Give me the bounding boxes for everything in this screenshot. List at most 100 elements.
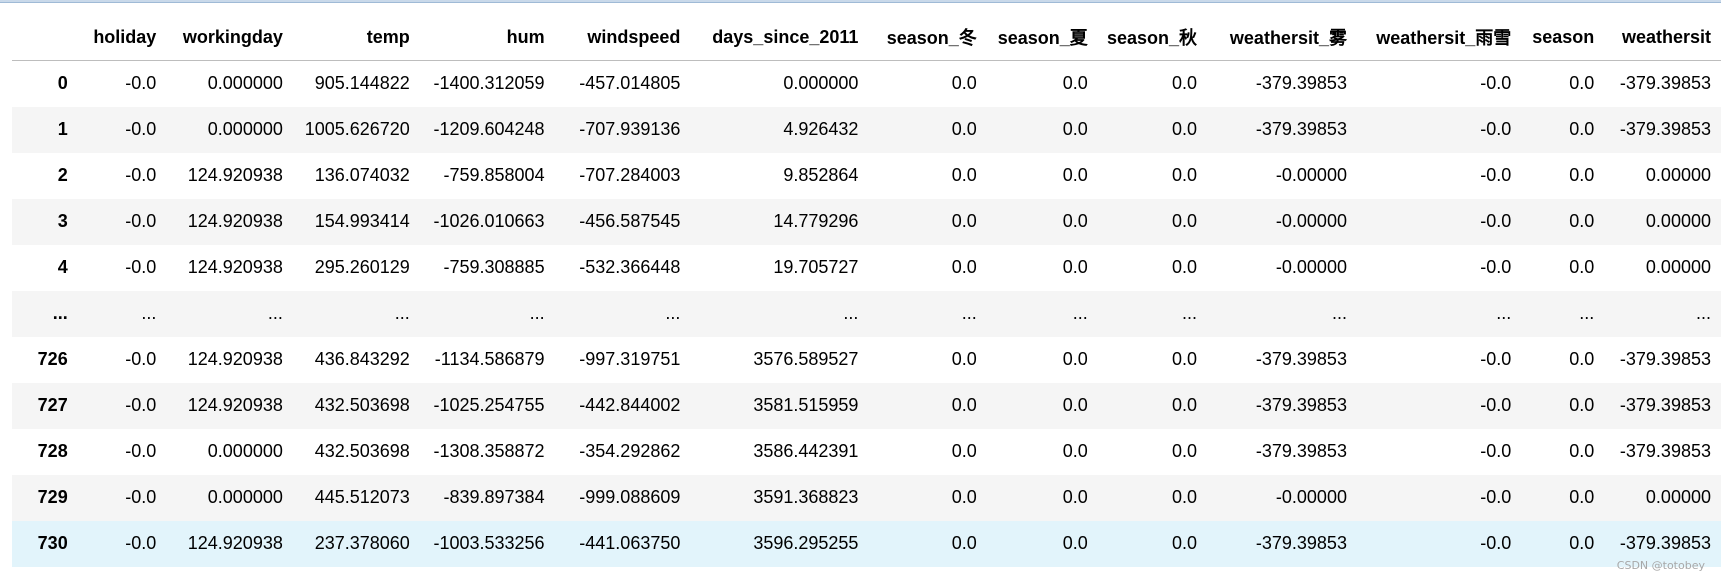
output-cell-top-border xyxy=(0,0,1721,3)
column-header: holiday xyxy=(77,14,167,61)
table-cell: -839.897384 xyxy=(443,487,545,507)
table-cell: 0.0 xyxy=(951,211,977,231)
header-row: holiday workingday temp hum windspeed days_si… xyxy=(12,14,1721,61)
watermark: CSDN @totobey xyxy=(1616,559,1705,572)
table-cell: 0.0 xyxy=(1569,533,1595,553)
row-index: 729 xyxy=(37,487,68,507)
table-cell: 905.144822 xyxy=(314,73,410,94)
table-cell: 14.779296 xyxy=(773,211,859,231)
table-cell: -0.0 xyxy=(125,349,157,369)
column-header: temp xyxy=(292,14,420,61)
table-cell: 0.0 xyxy=(1062,487,1088,507)
table-cell: 0.0 xyxy=(1171,395,1197,415)
column-header: windspeed xyxy=(554,14,691,61)
table-cell: 9.852864 xyxy=(783,165,859,185)
table-row[interactable]: 728 -0.0 0.000000 432.503698 -1308.358872 -35… xyxy=(12,429,1721,475)
table-cell: ... xyxy=(529,303,545,323)
table-cell: -0.0 xyxy=(125,395,157,415)
table-row[interactable]: 726 -0.0 124.920938 436.843292 -1134.586879 -… xyxy=(12,337,1721,383)
row-index: 3 xyxy=(57,211,68,231)
table-row[interactable]: 4 -0.0 124.920938 295.260129 -759.308885 -532… xyxy=(12,245,1721,291)
row-index: 726 xyxy=(37,349,68,369)
table-cell: -997.319751 xyxy=(579,349,681,369)
table-cell: -379.39853 xyxy=(1619,395,1711,415)
column-header: hum xyxy=(419,14,555,61)
table-cell: -0.00000 xyxy=(1275,211,1347,231)
table-row[interactable]: 3 -0.0 124.920938 154.993414 -1026.010663 -45… xyxy=(12,198,1721,245)
table-cell: -1209.604248 xyxy=(433,119,545,139)
table-cell: ... xyxy=(961,303,977,323)
table-cell: -0.0 xyxy=(125,487,157,507)
table-cell: 445.512073 xyxy=(314,487,410,507)
table-cell: 295.260129 xyxy=(314,257,410,277)
table-cell: 0.0 xyxy=(1171,487,1197,507)
table-cell: 1005.626720 xyxy=(304,119,410,139)
table-cell: 3581.515959 xyxy=(753,395,859,415)
table-cell: 0.000000 xyxy=(207,441,283,461)
table-cell: -0.0 xyxy=(125,257,157,277)
table-cell: -0.00000 xyxy=(1275,165,1347,185)
table-cell: 3576.589527 xyxy=(753,349,859,369)
table-cell: 124.920938 xyxy=(187,165,283,185)
table-cell: 3596.295255 xyxy=(753,533,859,553)
table-cell: 0.0 xyxy=(1062,119,1088,139)
table-cell: -0.0 xyxy=(125,73,157,94)
table-cell: -0.0 xyxy=(1480,119,1512,139)
table-cell: 0.0 xyxy=(1062,441,1088,461)
table-row[interactable]: 730 -0.0 124.920938 237.378060 -1003.533256 -… xyxy=(12,520,1721,567)
row-index: ... xyxy=(52,303,68,323)
table-cell: 124.920938 xyxy=(187,395,283,415)
table-cell: 0.0 xyxy=(1062,257,1088,277)
table-row[interactable]: 729 -0.0 0.000000 445.512073 -839.897384 -999… xyxy=(12,474,1721,521)
table-cell: 0.0 xyxy=(951,165,977,185)
table-row[interactable]: 1 -0.0 0.000000 1005.626720 -1209.604248 -707… xyxy=(12,106,1721,153)
table-cell: 237.378060 xyxy=(314,533,410,553)
column-header: workingday xyxy=(166,14,293,61)
table-cell: 0.0 xyxy=(1569,257,1595,277)
table-cell: -1308.358872 xyxy=(433,441,545,461)
table-row[interactable]: 0 -0.0 0.000000 905.144822 -1400.312059 -457.… xyxy=(12,61,1721,107)
table-cell: -0.0 xyxy=(125,165,157,185)
table-cell: -0.0 xyxy=(1480,395,1512,415)
row-index: 730 xyxy=(37,533,68,553)
table-cell: -1003.533256 xyxy=(433,533,545,553)
table-cell: 0.0 xyxy=(1171,533,1197,553)
table-cell: 4.926432 xyxy=(783,119,859,139)
table-cell: 0.000000 xyxy=(207,73,283,94)
table-cell: 124.920938 xyxy=(187,257,283,277)
table-cell: -0.00000 xyxy=(1275,257,1347,277)
table-cell: -1026.010663 xyxy=(433,211,545,231)
table-cell: 19.705727 xyxy=(773,257,859,277)
column-header: season xyxy=(1521,14,1605,61)
table-cell: -379.39853 xyxy=(1255,73,1347,94)
table-cell: 0.0 xyxy=(1171,257,1197,277)
table-row[interactable]: 2 -0.0 124.920938 136.074032 -759.858004 -707… xyxy=(12,153,1721,199)
table-cell: 432.503698 xyxy=(314,441,410,461)
dataframe-table: holiday workingday temp hum windspeed days_si… xyxy=(12,14,1721,567)
table-cell: ... xyxy=(1072,303,1088,323)
table-row[interactable]: ........................................… xyxy=(12,290,1721,337)
table-cell: ... xyxy=(1331,303,1347,323)
table-cell: -379.39853 xyxy=(1619,73,1711,94)
row-index: 0 xyxy=(57,73,68,94)
table-cell: -707.284003 xyxy=(579,165,681,185)
table-cell: ... xyxy=(141,303,157,323)
table-cell: 124.920938 xyxy=(187,349,283,369)
table-cell: -379.39853 xyxy=(1255,395,1347,415)
table-cell: 3591.368823 xyxy=(753,487,859,507)
row-index: 4 xyxy=(57,257,68,277)
table-cell: ... xyxy=(665,303,681,323)
table-cell: 0.00000 xyxy=(1645,257,1711,277)
row-index: 1 xyxy=(57,119,68,139)
table-header: holiday workingday temp hum windspeed days_si… xyxy=(12,14,1721,61)
table-cell: 0.0 xyxy=(1062,533,1088,553)
table-cell: 0.0 xyxy=(1062,349,1088,369)
table-cell: -532.366448 xyxy=(579,257,681,277)
table-cell: -0.0 xyxy=(125,441,157,461)
index-header xyxy=(12,14,78,61)
table-cell: 0.0 xyxy=(1062,211,1088,231)
table-row[interactable]: 727 -0.0 124.920938 432.503698 -1025.254755 -… xyxy=(12,382,1721,429)
table-cell: -0.0 xyxy=(1480,441,1512,461)
table-cell: 0.0 xyxy=(1062,395,1088,415)
table-cell: 0.000000 xyxy=(207,487,283,507)
